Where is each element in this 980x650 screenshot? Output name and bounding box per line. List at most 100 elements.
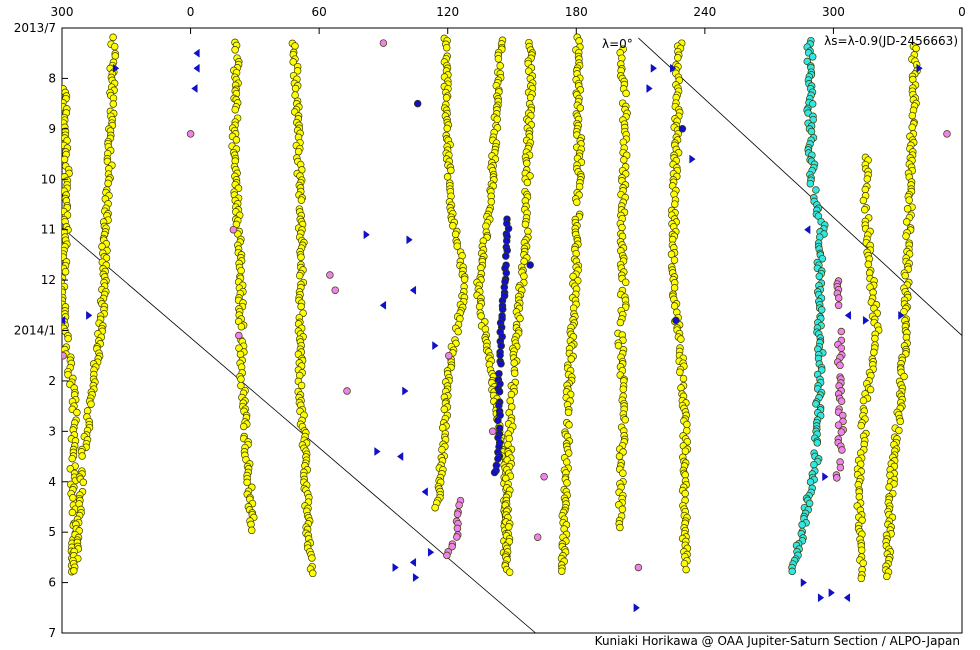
triangle-marker-right <box>817 593 825 603</box>
yellow-data-point <box>901 271 910 280</box>
yellow-data-point <box>677 384 685 392</box>
corner-label: λs=λ-0.9(JD-2456663) <box>824 34 958 48</box>
yellow-data-point <box>442 43 451 52</box>
yellow-data-point <box>621 278 630 287</box>
pink-data-point <box>453 510 462 518</box>
y-tick-label: 5 <box>48 525 56 539</box>
yellow-data-point <box>438 445 446 454</box>
yellow-data-point <box>297 253 305 261</box>
triangle-marker-right <box>822 472 829 482</box>
yellow-data-point <box>295 271 304 280</box>
yellow-data-point <box>64 370 72 379</box>
triangle-marker-left <box>191 84 198 93</box>
cyan-data-point <box>815 272 824 281</box>
x-tick-label: 300 <box>51 5 74 19</box>
yellow-data-point <box>864 260 873 269</box>
yellow-data-point <box>309 569 317 578</box>
yellow-data-point <box>575 37 583 45</box>
yellow-data-point <box>481 325 490 333</box>
yellow-data-point <box>870 348 878 357</box>
yellow-data-point <box>857 421 865 430</box>
cyan-data-point <box>813 439 822 447</box>
triangle-marker-right <box>633 603 640 613</box>
yellow-data-point <box>563 479 571 487</box>
yellow-data-point <box>69 494 77 502</box>
yellow-data-point <box>670 256 679 264</box>
triangle-marker-right <box>898 310 905 320</box>
yellow-data-point <box>431 503 439 512</box>
blue-data-point <box>502 252 510 260</box>
yellow-data-point <box>670 302 679 310</box>
y-tick-label: 3 <box>48 424 56 438</box>
blue-data-point <box>502 269 511 277</box>
pink-data-point <box>836 361 844 370</box>
triangle-marker-right <box>862 315 870 325</box>
yellow-data-point <box>297 381 306 390</box>
yellow-data-point <box>567 355 575 363</box>
yellow-data-point <box>507 390 516 399</box>
triangle-marker-right <box>828 588 835 598</box>
yellow-data-point <box>895 426 903 435</box>
yellow-data-point <box>516 314 524 323</box>
credit-label: Kuniaki Horikawa @ OAA Jupiter-Saturn Se… <box>595 634 960 648</box>
yellow-data-point <box>231 105 239 114</box>
pink-data-point <box>834 301 843 310</box>
yellow-data-point <box>863 175 872 183</box>
yellow-data-point <box>683 426 691 435</box>
triangle-marker-left <box>843 593 851 603</box>
yellow-data-point <box>111 52 120 60</box>
yellow-data-point <box>104 179 112 188</box>
cyan-data-point <box>810 460 818 469</box>
triangle-marker-left <box>62 315 66 325</box>
yellow-data-point <box>563 458 571 466</box>
triangle-marker-left <box>379 300 387 310</box>
yellow-data-point <box>232 136 241 144</box>
yellow-data-point <box>237 375 245 383</box>
cyan-data-point <box>812 186 820 194</box>
pink-data-point <box>833 474 841 482</box>
triangle-marker-right <box>432 341 439 351</box>
triangle-marker-left <box>193 63 200 73</box>
triangle-marker-right <box>800 578 808 588</box>
triangle-marker-left <box>421 487 428 497</box>
lambda-zero-line <box>62 227 536 633</box>
yellow-data-point <box>505 568 514 576</box>
yellow-data-point <box>110 42 119 51</box>
yellow-data-point <box>440 405 449 414</box>
yellow-data-point <box>681 489 689 498</box>
y-tick-label: 12 <box>41 273 56 287</box>
yellow-data-point <box>857 574 866 583</box>
blue-data-point <box>498 305 507 314</box>
blue-data-point <box>502 237 511 245</box>
yellow-data-point <box>231 46 239 54</box>
yellow-data-point <box>667 250 676 259</box>
yellow-data-point <box>505 434 513 443</box>
yellow-data-point <box>861 185 870 194</box>
yellow-data-point <box>900 372 908 381</box>
yellow-data-point <box>443 173 452 181</box>
yellow-data-point <box>866 385 875 394</box>
x-tick-label: 60 <box>312 5 327 19</box>
yellow-data-point <box>442 94 451 102</box>
pink-data-point <box>379 39 388 47</box>
yellow-data-point <box>683 420 691 429</box>
yellow-data-point <box>677 335 685 343</box>
cyan-data-point <box>798 521 806 529</box>
pink-data-point <box>186 130 195 138</box>
yellow-data-point <box>619 385 628 393</box>
yellow-data-point <box>451 230 460 239</box>
yellow-data-point <box>859 196 868 205</box>
yellow-data-point <box>523 159 531 168</box>
yellow-data-point <box>679 374 688 383</box>
cyan-data-point <box>812 400 820 408</box>
triangle-marker-right <box>412 573 420 582</box>
yellow-data-point <box>618 505 627 514</box>
yellow-data-point <box>449 222 457 230</box>
yellow-data-point <box>308 554 316 562</box>
yellow-data-point <box>903 205 912 213</box>
cyan-data-point <box>818 366 826 374</box>
pink-data-point <box>326 271 334 279</box>
blue-data-point <box>497 360 505 368</box>
pink-data-point <box>453 533 461 541</box>
